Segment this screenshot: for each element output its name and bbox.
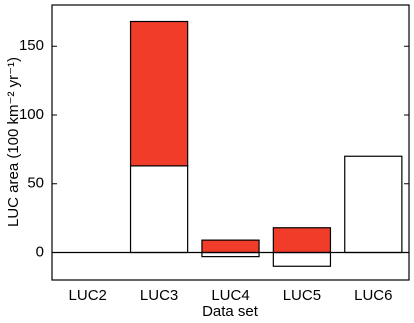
plot-frame	[51, 4, 410, 281]
y-axis-label: LUC area (100 km⁻² yr⁻¹)	[5, 57, 22, 227]
bar-segment	[129, 20, 189, 167]
bar-segment	[344, 155, 403, 254]
bar-segment	[129, 165, 189, 254]
y-tick-label: 100	[19, 106, 44, 123]
x-tick-label: LUC3	[140, 287, 178, 304]
x-tick-label: LUC5	[283, 287, 321, 304]
bar-segment	[201, 251, 260, 258]
y-tick-label: 150	[19, 37, 44, 54]
x-tick-label: LUC2	[69, 287, 107, 304]
bar-segment	[272, 251, 332, 267]
x-tick-label: LUC4	[211, 287, 249, 304]
y-tick-label: 50	[27, 175, 44, 192]
y-tick-label: 0	[36, 243, 44, 260]
x-axis-label: Data set	[202, 303, 259, 320]
bar-segment	[201, 239, 260, 254]
bar-segment	[272, 227, 332, 254]
x-tick-label: LUC6	[354, 287, 392, 304]
